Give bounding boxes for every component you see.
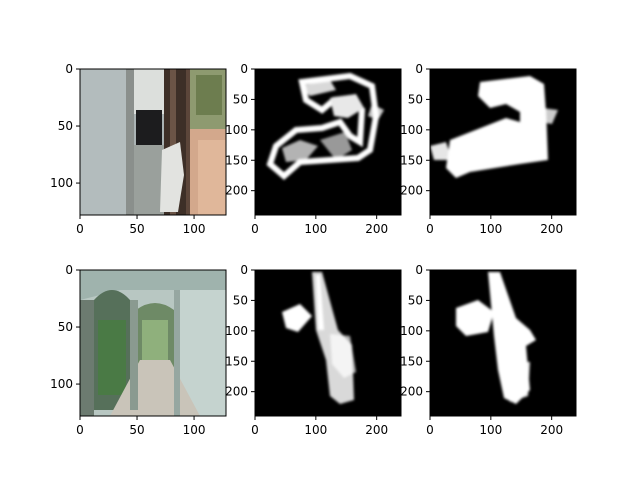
x-tick-label: 100 [479,423,502,437]
y-tick-label: 100 [400,324,423,338]
axes-frame [429,68,577,216]
panel-row2-mask-b [430,270,576,416]
y-tick-label: 0 [415,263,423,277]
y-tick-label: 50 [233,92,248,106]
x-tick-label: 200 [365,423,388,437]
y-tick-label: 150 [400,153,423,167]
panel-row1-mask-a [255,69,401,215]
x-tick-label: 100 [304,222,327,236]
x-tick-label: 0 [251,222,259,236]
y-tick-label: 50 [58,119,73,133]
y-tick-label: 0 [240,263,248,277]
x-tick-label: 200 [365,222,388,236]
y-tick-label: 100 [50,377,73,391]
y-tick-label: 50 [408,92,423,106]
y-tick-label: 100 [50,176,73,190]
x-tick-label: 0 [76,222,84,236]
axes-layer: 0 50 100 0 50 100 0 100 200 0 50 100 150 200 0 100 200 0 5… [50,62,577,437]
y-tick-label: 0 [65,263,73,277]
axes-frame [254,269,402,417]
axes-frame [79,68,227,216]
y-tick-label: 150 [400,354,423,368]
y-tick-label: 200 [225,184,248,198]
panel-row2-mask-a [255,270,401,416]
row2-mask-a-axes: 0 100 200 0 50 100 150 200 [225,263,402,437]
y-tick-label: 100 [225,324,248,338]
panel-row2-rgb [80,270,226,416]
row1-mask-b-axes: 0 100 200 0 50 100 150 200 [400,62,577,236]
y-tick-label: 0 [415,62,423,76]
x-tick-label: 200 [540,222,563,236]
x-tick-label: 0 [426,423,434,437]
row2-mask-b-axes: 0 100 200 0 50 100 150 200 [400,263,577,437]
row1-rgb-frame-axes: 0 50 100 0 50 100 [50,62,227,236]
y-tick-label: 200 [225,385,248,399]
y-tick-label: 0 [240,62,248,76]
y-tick-label: 200 [400,184,423,198]
y-tick-label: 50 [233,293,248,307]
panel-row1-mask-b [430,69,576,215]
axes-frame [79,269,227,417]
x-tick-label: 100 [183,423,206,437]
axes-frame [254,68,402,216]
x-tick-label: 50 [129,423,144,437]
x-tick-label: 100 [183,222,206,236]
x-tick-label: 50 [129,222,144,236]
x-tick-label: 100 [479,222,502,236]
panel-row1-rgb [80,69,226,215]
row2-rgb-frame-axes: 0 50 100 0 50 100 [50,263,227,437]
y-tick-label: 100 [225,123,248,137]
x-tick-label: 0 [251,423,259,437]
x-tick-label: 100 [304,423,327,437]
axes-frame [429,269,577,417]
x-tick-label: 0 [426,222,434,236]
y-tick-label: 200 [400,385,423,399]
row1-mask-a-axes: 0 100 200 0 50 100 150 200 [225,62,402,236]
x-tick-label: 0 [76,423,84,437]
y-tick-label: 150 [225,354,248,368]
y-tick-label: 100 [400,123,423,137]
y-tick-label: 50 [408,293,423,307]
y-tick-label: 0 [65,62,73,76]
y-tick-label: 150 [225,153,248,167]
x-tick-label: 200 [540,423,563,437]
y-tick-label: 50 [58,320,73,334]
